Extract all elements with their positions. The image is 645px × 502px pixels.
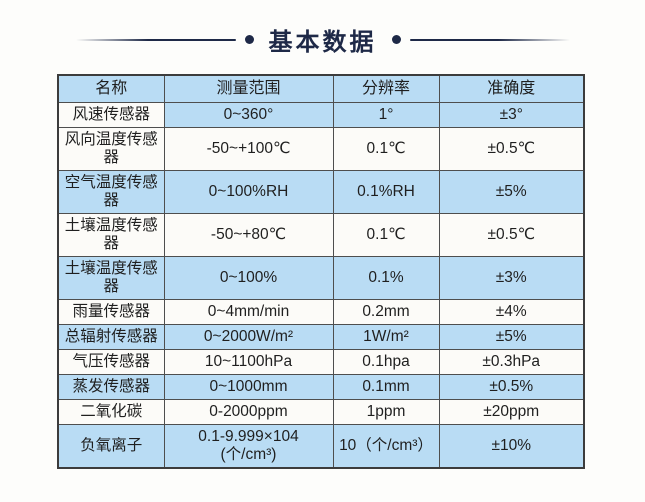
title-dot-right	[391, 35, 401, 44]
cell-range: 0~360°	[163, 102, 334, 128]
cell-range: 10~1100hPa	[163, 349, 334, 375]
cell-name: 土壤温度传感器	[57, 256, 165, 300]
table-row: 气压传感器 10~1100hPa 0.1hpa ±0.3hPa	[57, 349, 585, 375]
column-header: 分辨率	[332, 74, 440, 103]
title-divider-left	[75, 38, 236, 41]
cell-resolution: 1°	[332, 102, 440, 128]
cell-name: 土壤温度传感器	[57, 213, 165, 257]
cell-range: 0~1000mm	[163, 374, 334, 400]
cell-name: 蒸发传感器	[57, 374, 165, 400]
cell-range: 0-2000ppm	[163, 399, 334, 425]
section-title-block: 基本数据	[0, 22, 645, 57]
cell-name: 雨量传感器	[57, 299, 165, 325]
cell-name: 负氧离子	[57, 424, 165, 469]
cell-accuracy: ±0.5℃	[438, 127, 585, 171]
cell-accuracy: ±0.5%	[438, 374, 585, 400]
table-row: 二氧化碳 0-2000ppm 1ppm ±20ppm	[57, 399, 585, 425]
cell-range: 0~100%RH	[163, 170, 334, 214]
cell-accuracy: ±10%	[438, 424, 585, 469]
cell-accuracy: ±0.5℃	[438, 213, 585, 257]
column-header: 测量范围	[163, 74, 334, 103]
cell-name: 空气温度传感器	[57, 170, 165, 214]
table-row: 负氧离子 0.1-9.999×104 (个/cm³) 10（个/cm³） ±10%	[57, 424, 585, 469]
basic-data-table: 名称 测量范围 分辨率 准确度 风速传感器 0~360° 1° ±3° 风向温度传感器 -50~…	[57, 74, 585, 469]
column-header: 准确度	[438, 74, 585, 103]
table-header-row: 名称 测量范围 分辨率 准确度	[57, 74, 585, 103]
cell-name: 风向温度传感器	[57, 127, 165, 171]
table-row: 土壤温度传感器 0~100% 0.1% ±3%	[57, 256, 585, 300]
cell-accuracy: ±3°	[438, 102, 585, 128]
cell-accuracy: ±4%	[438, 299, 585, 325]
table-body: 风速传感器 0~360° 1° ±3° 风向温度传感器 -50~+100℃ 0.1℃ ±0.5…	[57, 102, 585, 469]
cell-name: 总辐射传感器	[57, 324, 165, 350]
cell-range: 0.1-9.999×104 (个/cm³)	[163, 424, 334, 469]
cell-resolution: 0.1%RH	[332, 170, 440, 214]
table-row: 蒸发传感器 0~1000mm 0.1mm ±0.5%	[57, 374, 585, 400]
cell-range: 0~100%	[163, 256, 334, 300]
title-dot-left	[244, 35, 254, 44]
cell-accuracy: ±5%	[438, 170, 585, 214]
cell-resolution: 0.1mm	[332, 374, 440, 400]
cell-resolution: 0.1%	[332, 256, 440, 300]
table-row: 土壤温度传感器 -50~+80℃ 0.1℃ ±0.5℃	[57, 213, 585, 257]
table-row: 风向温度传感器 -50~+100℃ 0.1℃ ±0.5℃	[57, 127, 585, 171]
title-divider-right	[409, 38, 570, 41]
table-row: 空气温度传感器 0~100%RH 0.1%RH ±5%	[57, 170, 585, 214]
page-title: 基本数据	[268, 29, 377, 56]
cell-resolution: 0.1℃	[332, 127, 440, 171]
cell-range: 0~4mm/min	[163, 299, 334, 325]
cell-resolution: 0.2mm	[332, 299, 440, 325]
table-row: 总辐射传感器 0~2000W/m² 1W/m² ±5%	[57, 324, 585, 350]
cell-accuracy: ±5%	[438, 324, 585, 350]
cell-resolution: 1W/m²	[332, 324, 440, 350]
cell-name: 二氧化碳	[57, 399, 165, 425]
table-row: 风速传感器 0~360° 1° ±3°	[57, 102, 585, 128]
cell-name: 风速传感器	[57, 102, 165, 128]
cell-range: 0~2000W/m²	[163, 324, 334, 350]
cell-range: -50~+100℃	[163, 127, 334, 171]
cell-resolution: 0.1℃	[332, 213, 440, 257]
cell-name: 气压传感器	[57, 349, 165, 375]
cell-accuracy: ±0.3hPa	[438, 349, 585, 375]
table-row: 雨量传感器 0~4mm/min 0.2mm ±4%	[57, 299, 585, 325]
cell-accuracy: ±3%	[438, 256, 585, 300]
cell-range: -50~+80℃	[163, 213, 334, 257]
cell-accuracy: ±20ppm	[438, 399, 585, 425]
column-header: 名称	[57, 74, 165, 103]
cell-resolution: 0.1hpa	[332, 349, 440, 375]
cell-resolution: 10（个/cm³）	[332, 424, 440, 469]
cell-resolution: 1ppm	[332, 399, 440, 425]
